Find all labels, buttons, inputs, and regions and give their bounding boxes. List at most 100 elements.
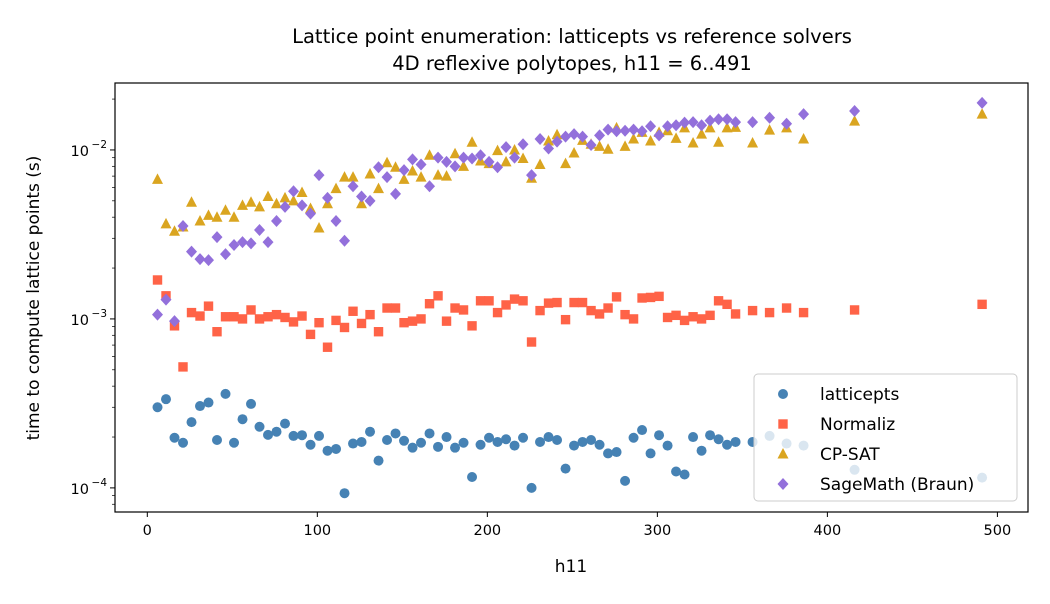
data-point (407, 153, 419, 166)
data-point (713, 296, 724, 306)
data-point (475, 296, 486, 306)
data-point (322, 445, 333, 456)
data-point (254, 223, 266, 236)
data-point (552, 435, 563, 446)
data-point (551, 135, 563, 148)
data-point (534, 133, 546, 146)
data-point (262, 190, 274, 202)
data-point (416, 314, 426, 324)
data-point (288, 194, 300, 206)
data-point (237, 236, 249, 249)
legend-box (753, 373, 1018, 502)
data-point (305, 439, 316, 450)
data-point (186, 417, 197, 428)
data-point (220, 312, 231, 322)
data-point (653, 129, 665, 142)
data-point (509, 143, 521, 155)
data-point (314, 317, 324, 328)
legend-marker (777, 448, 789, 459)
data-point (381, 171, 393, 184)
data-point (433, 291, 443, 301)
data-point (203, 254, 215, 267)
data-point (194, 253, 206, 266)
data-point (637, 293, 647, 303)
legend-label: Normaliz (820, 415, 895, 435)
series-sagemath-braun (152, 96, 988, 328)
data-point (415, 171, 427, 182)
data-point (382, 303, 392, 313)
data-point (152, 275, 163, 285)
data-point (696, 119, 708, 132)
data-point (509, 440, 520, 451)
data-point (569, 297, 579, 308)
data-point (458, 305, 469, 315)
data-point (705, 430, 716, 441)
data-point (313, 222, 325, 233)
legend-item: Normaliz (778, 415, 895, 435)
data-point (518, 296, 528, 306)
data-point (211, 231, 223, 244)
x-axis: 0 100 200 300 400 500 (143, 512, 1011, 539)
data-point (271, 426, 282, 437)
data-point (450, 442, 461, 453)
data-point (280, 312, 290, 323)
plot-frame (114, 82, 1029, 513)
y-tick-label: 10 (71, 482, 89, 498)
data-point (781, 303, 792, 313)
y-tick-base: 10 (71, 144, 89, 160)
data-point (636, 125, 648, 138)
data-point (458, 151, 470, 164)
data-point (620, 309, 630, 320)
data-point (433, 441, 444, 452)
data-point (586, 305, 596, 316)
data-point (441, 316, 452, 326)
data-point (492, 144, 504, 156)
data-point (594, 309, 605, 319)
data-point (203, 397, 214, 408)
data-point (177, 219, 189, 232)
y-axis-label: time to compute lattice points (s) (24, 156, 44, 441)
data-point (662, 312, 673, 323)
data-point (424, 180, 436, 193)
data-point (619, 140, 631, 151)
legend-label: CP-SAT (820, 445, 880, 465)
y-tick-label: 10 (71, 313, 89, 329)
data-point (671, 466, 682, 477)
data-point (671, 310, 681, 321)
data-point (254, 200, 266, 212)
data-point (432, 151, 444, 164)
data-point (245, 196, 257, 207)
data-point (594, 129, 606, 142)
data-point (645, 134, 657, 146)
data-point (194, 214, 206, 226)
data-point (475, 149, 487, 162)
data-point (161, 394, 172, 405)
data-point (348, 306, 358, 316)
x-tick-label: 100 (303, 523, 331, 539)
data-point (585, 138, 597, 151)
data-point (509, 151, 521, 164)
data-point (254, 314, 265, 324)
data-point (339, 322, 350, 333)
data-point (356, 197, 368, 209)
data-point (798, 133, 810, 144)
y-tick-exponent: −3 (92, 308, 107, 320)
x-tick-label: 0 (143, 523, 152, 539)
data-point (330, 214, 342, 227)
data-point (501, 434, 512, 445)
data-point (246, 305, 256, 315)
data-point (849, 105, 861, 118)
data-point (356, 318, 367, 329)
data-point (696, 314, 707, 324)
data-point (747, 136, 759, 148)
data-point (526, 337, 537, 347)
data-point (620, 475, 631, 486)
data-point (195, 401, 206, 412)
data-point (551, 128, 563, 140)
data-point (271, 197, 283, 209)
data-point (568, 146, 580, 158)
data-point (296, 199, 308, 212)
data-point (390, 161, 402, 172)
series-cp-sat (152, 108, 988, 236)
data-point (424, 299, 435, 309)
